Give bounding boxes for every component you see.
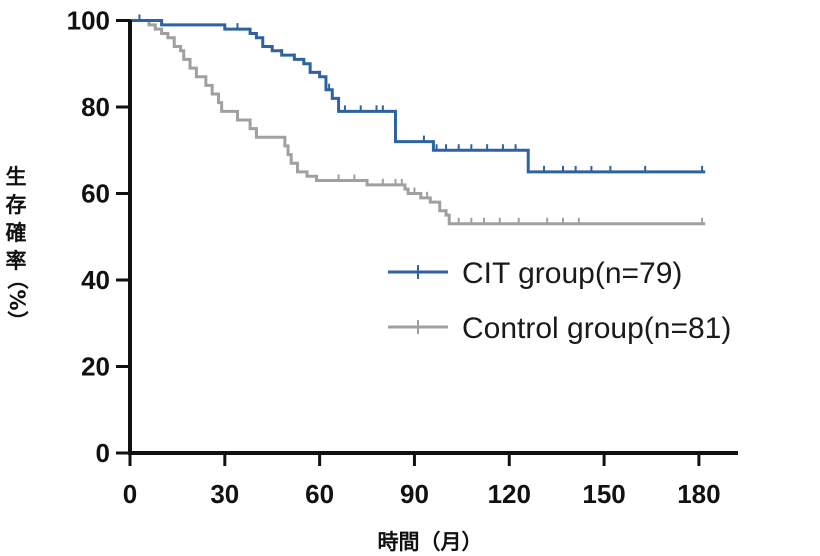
y-tick-label-40: 40 — [81, 265, 110, 295]
axes-layer — [128, 20, 738, 455]
legend-item-cit: CIT group(n=79) — [388, 257, 682, 290]
y-axis-title: 生 存 確 率 （%） — [5, 165, 29, 332]
legend-label-control: Control group(n=81) — [462, 312, 731, 345]
y-tick-label-60: 60 — [81, 179, 110, 209]
y-tick-label-0: 0 — [96, 438, 110, 468]
x-tick-label-150: 150 — [582, 479, 625, 509]
x-tick-label-30: 30 — [210, 479, 239, 509]
y-tick-label-80: 80 — [81, 92, 110, 122]
y-axis-title-char-4: 率 — [6, 249, 27, 273]
x-axis-title: 時間（月） — [378, 530, 483, 554]
x-tick-label-120: 120 — [488, 479, 531, 509]
series-layer — [130, 14, 706, 226]
series-line-control — [130, 19, 706, 226]
legend-label-cit: CIT group(n=79) — [462, 257, 682, 290]
x-tick-label-0: 0 — [123, 479, 137, 509]
legend: CIT group(n=79) Control group(n=81) — [388, 257, 731, 345]
y-tick-label-20: 20 — [81, 352, 110, 382]
y-axis-title-unit: （%） — [5, 268, 29, 331]
y-axis-title-char-1: 生 — [6, 165, 27, 189]
y-axis-title-char-2: 存 — [6, 193, 27, 217]
legend-item-control: Control group(n=81) — [388, 312, 731, 345]
y-tick-label-100: 100 — [67, 6, 110, 36]
x-tick-label-90: 90 — [400, 479, 429, 509]
y-axis-title-char-3: 確 — [6, 221, 27, 245]
ticks-layer: 0 30 60 90 120 150 180 0 20 40 60 80 100 — [67, 6, 721, 510]
series-line-cit — [130, 19, 706, 174]
x-tick-label-60: 60 — [305, 479, 334, 509]
x-tick-label-180: 180 — [677, 479, 720, 509]
